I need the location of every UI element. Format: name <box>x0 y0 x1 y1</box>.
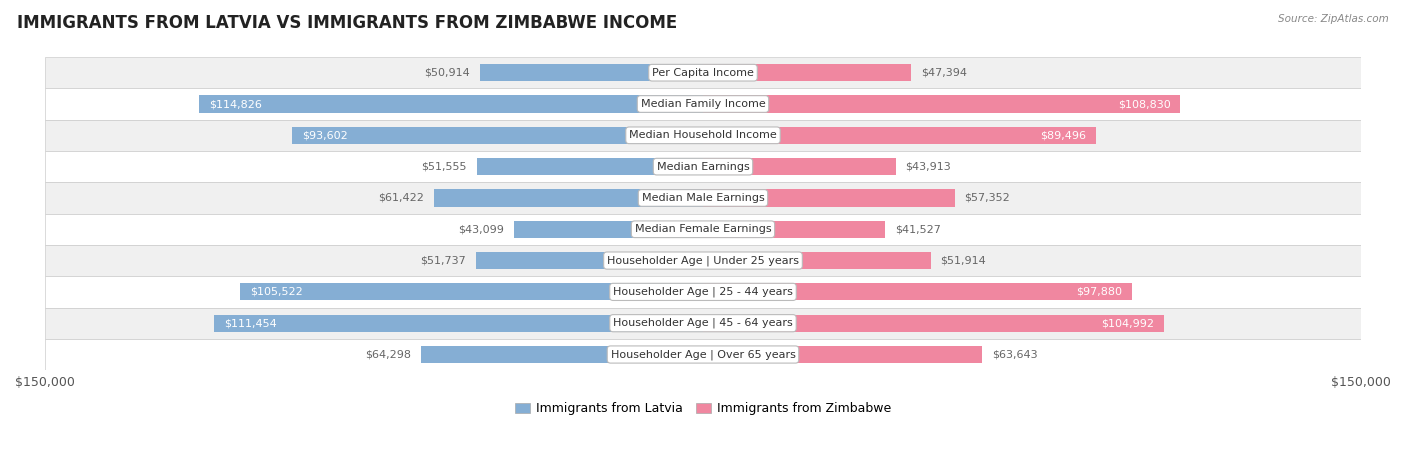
Text: $51,555: $51,555 <box>422 162 467 172</box>
Text: $63,643: $63,643 <box>993 349 1038 360</box>
Text: Median Family Income: Median Family Income <box>641 99 765 109</box>
Bar <box>45 182 1361 213</box>
Text: $104,992: $104,992 <box>1101 318 1154 328</box>
Bar <box>45 57 1361 88</box>
Text: $57,352: $57,352 <box>965 193 1011 203</box>
Text: Median Male Earnings: Median Male Earnings <box>641 193 765 203</box>
Bar <box>45 308 1361 339</box>
Bar <box>200 95 703 113</box>
Text: Median Earnings: Median Earnings <box>657 162 749 172</box>
Bar <box>45 276 1361 308</box>
Text: Householder Age | Under 25 years: Householder Age | Under 25 years <box>607 255 799 266</box>
Bar <box>703 346 983 363</box>
Bar <box>703 127 1095 144</box>
Text: $51,737: $51,737 <box>420 255 467 266</box>
Bar <box>703 315 1164 332</box>
Text: $89,496: $89,496 <box>1040 130 1085 140</box>
Bar <box>45 88 1361 120</box>
Text: $111,454: $111,454 <box>224 318 277 328</box>
Bar <box>45 151 1361 182</box>
Text: IMMIGRANTS FROM LATVIA VS IMMIGRANTS FROM ZIMBABWE INCOME: IMMIGRANTS FROM LATVIA VS IMMIGRANTS FRO… <box>17 14 678 32</box>
Bar <box>703 220 886 238</box>
Text: $47,394: $47,394 <box>921 68 967 78</box>
Bar <box>477 252 703 269</box>
Text: $114,826: $114,826 <box>209 99 262 109</box>
Bar <box>45 339 1361 370</box>
Text: Median Household Income: Median Household Income <box>628 130 778 140</box>
Text: $50,914: $50,914 <box>425 68 470 78</box>
Text: $64,298: $64,298 <box>366 349 411 360</box>
Bar <box>479 64 703 81</box>
Bar <box>214 315 703 332</box>
Text: $41,527: $41,527 <box>896 224 941 234</box>
Bar <box>45 245 1361 276</box>
Text: Householder Age | Over 65 years: Householder Age | Over 65 years <box>610 349 796 360</box>
Bar <box>420 346 703 363</box>
Text: $61,422: $61,422 <box>378 193 423 203</box>
Text: $43,099: $43,099 <box>458 224 503 234</box>
Bar <box>703 189 955 206</box>
Bar <box>477 158 703 175</box>
Bar <box>292 127 703 144</box>
Text: Householder Age | 45 - 64 years: Householder Age | 45 - 64 years <box>613 318 793 328</box>
Text: $105,522: $105,522 <box>250 287 302 297</box>
Bar <box>433 189 703 206</box>
Text: $108,830: $108,830 <box>1118 99 1171 109</box>
Text: $93,602: $93,602 <box>302 130 347 140</box>
Bar <box>45 213 1361 245</box>
Bar <box>515 220 703 238</box>
Text: $43,913: $43,913 <box>905 162 952 172</box>
Bar <box>703 283 1132 300</box>
Bar <box>703 95 1181 113</box>
Bar <box>45 120 1361 151</box>
Bar <box>703 252 931 269</box>
Text: Median Female Earnings: Median Female Earnings <box>634 224 772 234</box>
Bar <box>703 158 896 175</box>
Bar <box>240 283 703 300</box>
Text: $97,880: $97,880 <box>1077 287 1122 297</box>
Text: Householder Age | 25 - 44 years: Householder Age | 25 - 44 years <box>613 287 793 297</box>
Bar <box>703 64 911 81</box>
Text: Per Capita Income: Per Capita Income <box>652 68 754 78</box>
Text: $51,914: $51,914 <box>941 255 987 266</box>
Text: Source: ZipAtlas.com: Source: ZipAtlas.com <box>1278 14 1389 24</box>
Legend: Immigrants from Latvia, Immigrants from Zimbabwe: Immigrants from Latvia, Immigrants from … <box>510 397 896 420</box>
